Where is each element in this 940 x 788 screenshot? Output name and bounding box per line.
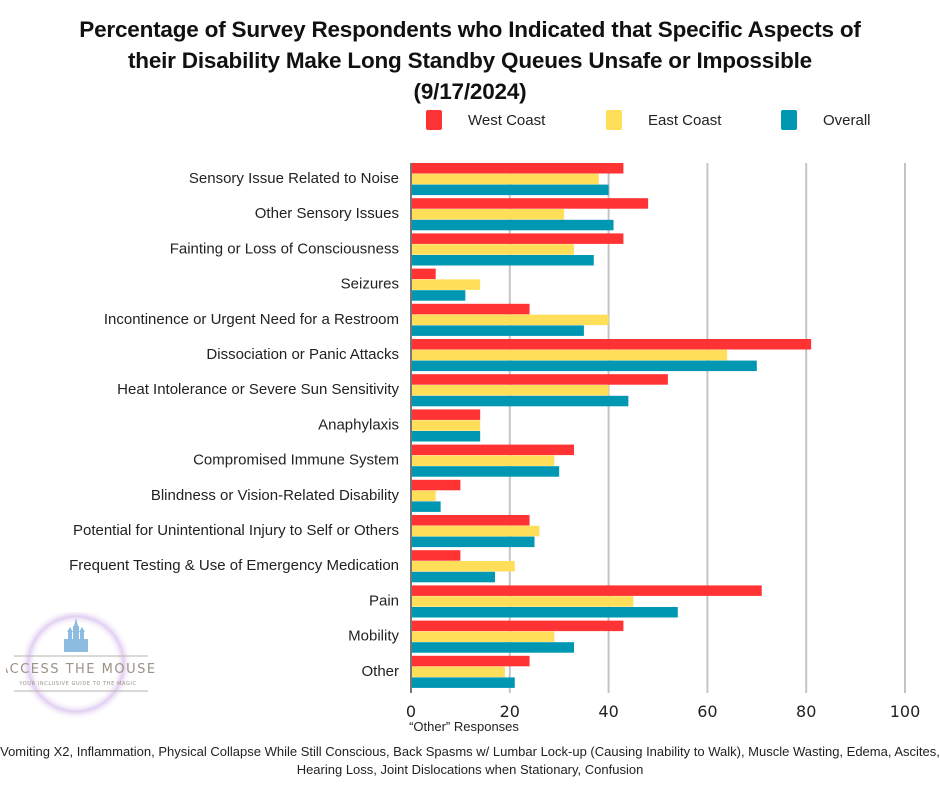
bar-east-coast-8 <box>411 455 555 466</box>
x-tick-label-80: 80 <box>796 702 816 720</box>
other-responses-text: Vomiting X2, Inflammation, Physical Coll… <box>0 744 940 777</box>
bar-overall-2 <box>411 255 594 266</box>
bars <box>411 163 812 688</box>
bar-east-coast-0 <box>411 173 599 185</box>
bar-overall-4 <box>411 325 584 336</box>
castle-icon <box>64 618 88 652</box>
bar-chart: Sensory Issue Related to Noise Other Sens… <box>69 163 920 720</box>
chart-title-line-1: Percentage of Survey Respondents who Ind… <box>79 17 861 42</box>
bar-east-coast-11 <box>411 561 515 572</box>
bar-east-coast-9 <box>411 490 436 502</box>
bar-west-coast-10 <box>411 515 530 526</box>
x-tick-label-100: 100 <box>890 702 921 720</box>
bar-east-coast-2 <box>411 244 575 255</box>
bar-overall-5 <box>411 360 757 372</box>
chart-title-line-3: (9/17/2024) <box>413 79 527 104</box>
x-tick-label-40: 40 <box>598 702 618 720</box>
bar-overall-3 <box>411 290 466 301</box>
bar-overall-12 <box>411 607 678 618</box>
chart-title-line-2: their Disability Make Long Standby Queue… <box>127 48 812 73</box>
legend-item-overall: Overall <box>781 110 871 130</box>
bar-east-coast-13 <box>411 631 555 642</box>
category-label-12: Pain <box>369 592 399 609</box>
category-label-13: Mobility <box>348 628 399 645</box>
bar-overall-9 <box>411 501 441 512</box>
bar-west-coast-2 <box>411 233 624 244</box>
category-label-3: Seizures <box>341 276 399 293</box>
category-labels: Sensory Issue Related to Noise Other Sens… <box>69 170 399 680</box>
bar-west-coast-1 <box>411 198 649 209</box>
legend-swatch-overall <box>781 110 797 130</box>
legend-label-overall: Overall <box>823 111 871 129</box>
bar-west-coast-13 <box>411 620 624 632</box>
bar-west-coast-6 <box>411 374 668 385</box>
bar-overall-10 <box>411 536 535 548</box>
access-the-mouse-logo: ACCESS THE MOUSE YOUR INCLUSIVE GUIDE TO… <box>0 608 156 722</box>
bar-overall-14 <box>411 677 515 688</box>
bar-west-coast-11 <box>411 550 461 561</box>
logo-name: ACCESS THE MOUSE <box>6 662 156 677</box>
bar-west-coast-3 <box>411 268 436 280</box>
legend-label-west-coast: West Coast <box>468 111 546 129</box>
legend-item-east-coast: East Coast <box>606 110 721 130</box>
bar-west-coast-9 <box>411 479 461 491</box>
legend-item-west-coast: West Coast <box>426 110 545 130</box>
bar-east-coast-10 <box>411 525 540 537</box>
category-label-11: Frequent Testing & Use of Emergency Medi… <box>69 557 399 574</box>
bar-west-coast-5 <box>411 339 812 350</box>
bar-west-coast-4 <box>411 303 530 315</box>
bar-east-coast-14 <box>411 666 505 678</box>
bar-overall-11 <box>411 571 495 583</box>
category-label-10: Potential for Unintentional Injury to Se… <box>73 522 399 539</box>
bar-west-coast-7 <box>411 409 481 420</box>
category-label-0: Sensory Issue Related to Noise <box>189 170 399 187</box>
category-label-5: Dissociation or Panic Attacks <box>206 346 399 363</box>
category-label-1: Other Sensory Issues <box>255 205 399 222</box>
logo-tagline: YOUR INCLUSIVE GUIDE TO THE MAGIC <box>18 681 136 687</box>
category-label-14: Other <box>361 663 399 680</box>
legend-swatch-east-coast <box>606 110 622 130</box>
bar-west-coast-8 <box>411 444 575 456</box>
logo-glow-ring <box>20 608 132 720</box>
bar-west-coast-0 <box>411 163 624 174</box>
bar-east-coast-12 <box>411 596 634 607</box>
bar-overall-7 <box>411 431 481 442</box>
chart-legend: West Coast East Coast Overall <box>0 110 940 132</box>
legend-swatch-west-coast <box>426 110 442 130</box>
bar-overall-0 <box>411 184 609 196</box>
other-responses-title: “Other” Responses <box>409 719 519 734</box>
category-label-8: Compromised Immune System <box>193 452 399 469</box>
category-label-9: Blindness or Vision-Related Disability <box>151 487 400 504</box>
bar-east-coast-4 <box>411 314 609 326</box>
x-tick-label-0: 0 <box>406 702 416 720</box>
bar-overall-1 <box>411 219 614 231</box>
bar-east-coast-6 <box>411 385 609 396</box>
category-label-7: Anaphylaxis <box>318 416 399 433</box>
legend-label-east-coast: East Coast <box>648 111 722 129</box>
logo-graphic: ACCESS THE MOUSE YOUR INCLUSIVE GUIDE TO… <box>0 608 156 720</box>
bar-east-coast-5 <box>411 349 728 361</box>
category-label-6: Heat Intolerance or Severe Sun Sensitivi… <box>117 381 399 398</box>
x-tick-labels: 0 20 40 60 80 100 <box>406 702 920 720</box>
bar-overall-6 <box>411 395 629 407</box>
bar-east-coast-7 <box>411 420 481 431</box>
bar-west-coast-14 <box>411 655 530 667</box>
bar-overall-8 <box>411 466 560 477</box>
bar-overall-13 <box>411 642 575 653</box>
bar-east-coast-1 <box>411 209 565 220</box>
bar-west-coast-12 <box>411 585 762 596</box>
chart-title: Percentage of Survey Respondents who Ind… <box>0 14 940 107</box>
category-label-4: Incontinence or Urgent Need for a Restro… <box>104 311 399 328</box>
bar-east-coast-3 <box>411 279 481 290</box>
x-tick-label-60: 60 <box>697 702 717 720</box>
x-tick-label-20: 20 <box>500 702 520 720</box>
category-label-2: Fainting or Loss of Consciousness <box>170 240 399 257</box>
